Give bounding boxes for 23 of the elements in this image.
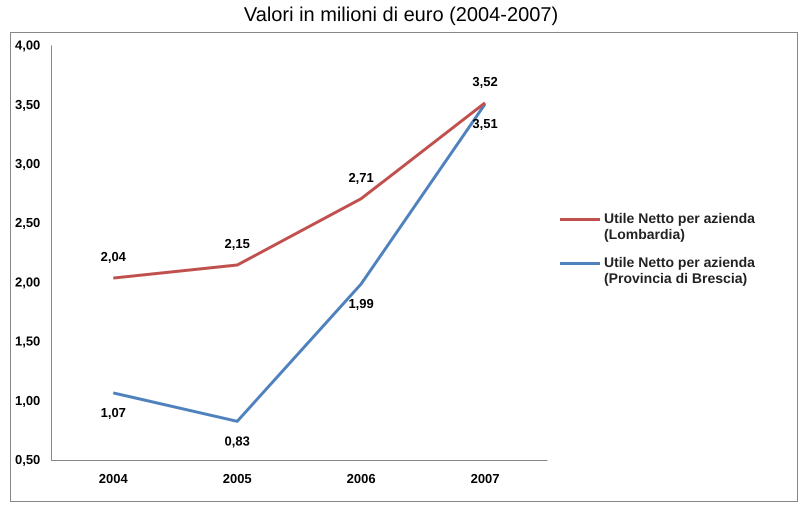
data-label: 2,04 [100, 249, 127, 264]
data-label: 3,52 [472, 74, 498, 89]
x-tick-label: 2006 [346, 470, 376, 486]
x-tick-label: 2007 [470, 470, 500, 486]
data-label: 2,15 [224, 236, 250, 252]
x-tick-label: 2004 [98, 470, 128, 486]
data-label: 1,99 [348, 296, 374, 312]
chart-title: Valori in milioni di euro (2004-2007) [242, 4, 560, 27]
y-tick-label: 1,50 [14, 334, 40, 349]
y-tick-label: 2,50 [14, 215, 40, 230]
y-tick-label: 3,00 [14, 156, 40, 171]
data-label: 2,71 [348, 170, 374, 185]
legend-label: Utile Netto per azienda (Lombardia) [604, 210, 756, 242]
data-label: 0,83 [224, 433, 250, 448]
y-tick-label: 4,00 [14, 38, 40, 53]
x-tick-label: 2005 [222, 470, 252, 486]
data-label: 3,51 [472, 116, 498, 132]
data-label: 1,07 [100, 404, 126, 420]
y-tick-label: 2,00 [14, 274, 40, 290]
y-tick-label: 1,00 [14, 392, 40, 408]
y-tick-label: 0,50 [14, 452, 40, 467]
legend-label: Utile Netto per azienda (Provincia di Brescia) [604, 254, 756, 286]
y-tick-label: 3,50 [14, 96, 40, 112]
